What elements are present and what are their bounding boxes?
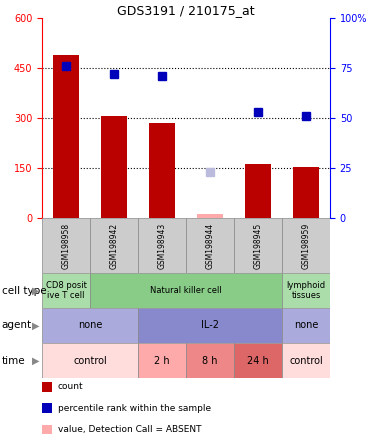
Text: GSM198943: GSM198943	[158, 222, 167, 269]
Bar	[282, 308, 330, 343]
Text: percentile rank within the sample: percentile rank within the sample	[58, 404, 211, 412]
Bar	[90, 218, 138, 273]
Text: GSM198942: GSM198942	[109, 222, 118, 269]
Bar	[186, 218, 234, 273]
Text: IL-2: IL-2	[201, 321, 219, 330]
Text: control: control	[73, 356, 107, 365]
Bar	[138, 308, 282, 343]
Bar	[42, 308, 138, 343]
Text: none: none	[78, 321, 102, 330]
Text: control: control	[289, 356, 323, 365]
Bar	[197, 214, 223, 218]
Bar	[138, 218, 186, 273]
Text: 8 h: 8 h	[202, 356, 218, 365]
Bar	[282, 218, 330, 273]
Text: ▶: ▶	[32, 356, 40, 365]
Bar	[138, 343, 186, 378]
Text: none: none	[294, 321, 318, 330]
Bar	[245, 164, 271, 218]
Text: cell type: cell type	[2, 285, 46, 296]
Bar	[282, 273, 330, 308]
Title: GDS3191 / 210175_at: GDS3191 / 210175_at	[117, 4, 255, 17]
Text: CD8 posit
ive T cell: CD8 posit ive T cell	[46, 281, 86, 300]
Text: agent: agent	[2, 321, 32, 330]
Bar	[90, 273, 282, 308]
Text: GSM198944: GSM198944	[206, 222, 214, 269]
Bar	[293, 167, 319, 218]
Bar	[42, 218, 90, 273]
Text: value, Detection Call = ABSENT: value, Detection Call = ABSENT	[58, 425, 201, 434]
Text: lymphoid
tissues: lymphoid tissues	[286, 281, 326, 300]
Text: ▶: ▶	[32, 285, 40, 296]
Text: 24 h: 24 h	[247, 356, 269, 365]
Text: GSM198959: GSM198959	[302, 222, 311, 269]
Text: count: count	[58, 382, 83, 391]
Bar	[234, 343, 282, 378]
Bar	[53, 55, 79, 218]
Bar	[186, 343, 234, 378]
Text: 2 h: 2 h	[154, 356, 170, 365]
Text: GSM198958: GSM198958	[62, 222, 70, 269]
Text: Natural killer cell: Natural killer cell	[150, 286, 222, 295]
Bar	[149, 123, 175, 218]
Text: GSM198945: GSM198945	[253, 222, 263, 269]
Bar	[42, 343, 138, 378]
Text: time: time	[2, 356, 26, 365]
Bar	[282, 343, 330, 378]
Text: ▶: ▶	[32, 321, 40, 330]
Bar	[101, 116, 127, 218]
Bar	[42, 273, 90, 308]
Bar	[234, 218, 282, 273]
